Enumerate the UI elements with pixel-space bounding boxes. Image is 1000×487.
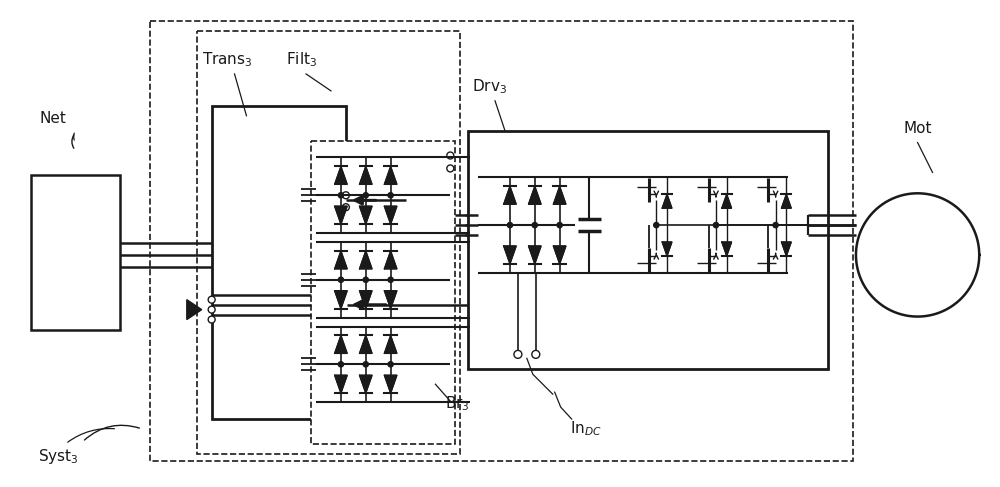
Polygon shape xyxy=(335,167,347,185)
Text: In$_{DC}$: In$_{DC}$ xyxy=(570,419,602,438)
Text: Trans$_3$: Trans$_3$ xyxy=(202,50,252,69)
Circle shape xyxy=(388,193,393,198)
Polygon shape xyxy=(335,251,347,269)
Bar xyxy=(31,175,120,330)
Polygon shape xyxy=(529,246,541,264)
Bar xyxy=(311,141,455,444)
Polygon shape xyxy=(781,194,791,208)
Polygon shape xyxy=(384,291,397,309)
Polygon shape xyxy=(384,206,397,224)
Polygon shape xyxy=(781,242,791,256)
Polygon shape xyxy=(384,336,397,354)
Bar xyxy=(197,31,460,454)
Circle shape xyxy=(532,350,540,358)
Polygon shape xyxy=(360,167,372,185)
Polygon shape xyxy=(335,206,347,224)
Polygon shape xyxy=(360,206,372,224)
Circle shape xyxy=(773,223,778,227)
Polygon shape xyxy=(384,251,397,269)
Polygon shape xyxy=(529,187,541,204)
Polygon shape xyxy=(335,375,347,393)
Bar xyxy=(468,131,828,369)
Polygon shape xyxy=(335,336,347,354)
Polygon shape xyxy=(360,375,372,393)
Circle shape xyxy=(532,223,537,227)
Circle shape xyxy=(363,362,368,367)
Polygon shape xyxy=(504,246,516,264)
Circle shape xyxy=(447,165,454,172)
Circle shape xyxy=(208,306,215,313)
Polygon shape xyxy=(662,242,672,256)
Polygon shape xyxy=(504,187,516,204)
Polygon shape xyxy=(360,251,372,269)
Circle shape xyxy=(654,223,659,227)
Circle shape xyxy=(507,223,512,227)
Circle shape xyxy=(514,350,522,358)
Bar xyxy=(212,106,346,419)
Bar xyxy=(150,21,853,461)
Circle shape xyxy=(208,296,215,303)
Polygon shape xyxy=(662,194,672,208)
Text: Br$_3$: Br$_3$ xyxy=(445,394,470,413)
Text: Drv$_3$: Drv$_3$ xyxy=(472,77,507,96)
Circle shape xyxy=(338,277,343,282)
Circle shape xyxy=(342,192,349,199)
Circle shape xyxy=(713,223,718,227)
Polygon shape xyxy=(722,242,732,256)
Polygon shape xyxy=(384,167,397,185)
Circle shape xyxy=(363,193,368,198)
Circle shape xyxy=(447,152,454,159)
Polygon shape xyxy=(856,193,979,317)
Polygon shape xyxy=(360,336,372,354)
Polygon shape xyxy=(360,291,372,309)
Circle shape xyxy=(208,316,215,323)
Text: Mot: Mot xyxy=(903,121,932,135)
Text: Filt$_3$: Filt$_3$ xyxy=(286,50,317,69)
Text: Net: Net xyxy=(39,111,66,126)
Polygon shape xyxy=(553,187,566,204)
Circle shape xyxy=(338,193,343,198)
Circle shape xyxy=(388,277,393,282)
Text: Syst$_3$: Syst$_3$ xyxy=(38,447,78,466)
Circle shape xyxy=(338,362,343,367)
Circle shape xyxy=(388,362,393,367)
Polygon shape xyxy=(335,291,347,309)
Polygon shape xyxy=(553,246,566,264)
Circle shape xyxy=(557,223,562,227)
Circle shape xyxy=(342,204,349,211)
Polygon shape xyxy=(384,375,397,393)
Polygon shape xyxy=(187,300,202,319)
Polygon shape xyxy=(722,194,732,208)
Circle shape xyxy=(363,277,368,282)
